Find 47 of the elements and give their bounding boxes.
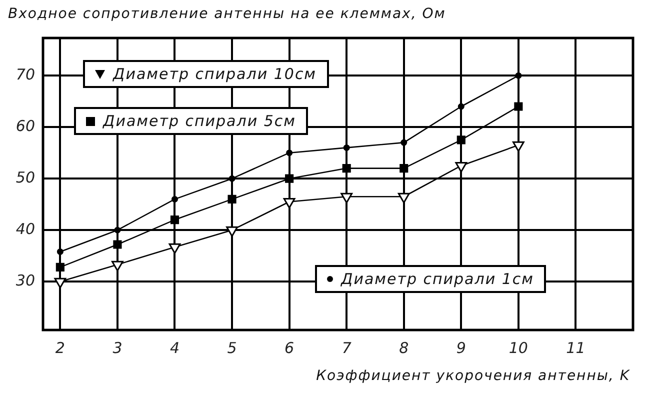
x-tick-label: 9 bbox=[456, 338, 466, 357]
x-axis-title: Коэффициент укорочения антенны, K bbox=[316, 368, 630, 384]
y-tick-label: 50 bbox=[16, 168, 35, 186]
point bbox=[512, 141, 524, 152]
point bbox=[458, 103, 464, 110]
point bbox=[56, 248, 64, 255]
x-tick-label: 4 bbox=[170, 338, 180, 357]
x-tick-label: 2 bbox=[55, 338, 65, 357]
point bbox=[400, 139, 408, 146]
point bbox=[172, 196, 178, 202]
x-tick-label: 11 bbox=[566, 338, 586, 357]
x-tick-label: 5 bbox=[227, 338, 237, 357]
point bbox=[340, 192, 353, 204]
point bbox=[400, 164, 408, 173]
y-tick-label: 40 bbox=[16, 220, 35, 238]
x-tick-label: 3 bbox=[112, 338, 122, 357]
point bbox=[114, 226, 121, 234]
legend-label: Диаметр спирали 1см bbox=[341, 270, 534, 288]
point bbox=[342, 164, 351, 173]
point bbox=[226, 226, 238, 237]
point bbox=[170, 216, 180, 224]
point bbox=[228, 175, 236, 182]
y-tick-label: 70 bbox=[16, 65, 35, 84]
point bbox=[228, 194, 236, 204]
point bbox=[112, 260, 124, 272]
point bbox=[515, 72, 522, 79]
point bbox=[455, 162, 468, 172]
point bbox=[398, 192, 410, 204]
point bbox=[343, 144, 350, 151]
y-tick-label: 60 bbox=[16, 116, 35, 135]
point bbox=[286, 150, 293, 156]
legend-label: Диаметр спирали 5см bbox=[103, 112, 296, 130]
point bbox=[113, 240, 122, 249]
point bbox=[168, 243, 181, 254]
point bbox=[514, 102, 523, 111]
point bbox=[456, 136, 466, 144]
legend-label: Диаметр спирали 10см bbox=[113, 65, 317, 83]
x-tick-label: 7 bbox=[342, 338, 352, 357]
point bbox=[56, 262, 64, 272]
point bbox=[54, 278, 66, 288]
y-axis-title: Входное сопротивление антенны на ее клеммах, Ом bbox=[8, 6, 446, 22]
point bbox=[283, 198, 296, 209]
x-tick-label: 8 bbox=[399, 338, 409, 357]
x-tick-label: 10 bbox=[508, 338, 528, 357]
x-tick-label: 6 bbox=[284, 338, 294, 357]
y-tick-label: 30 bbox=[16, 271, 35, 290]
point bbox=[285, 174, 294, 183]
